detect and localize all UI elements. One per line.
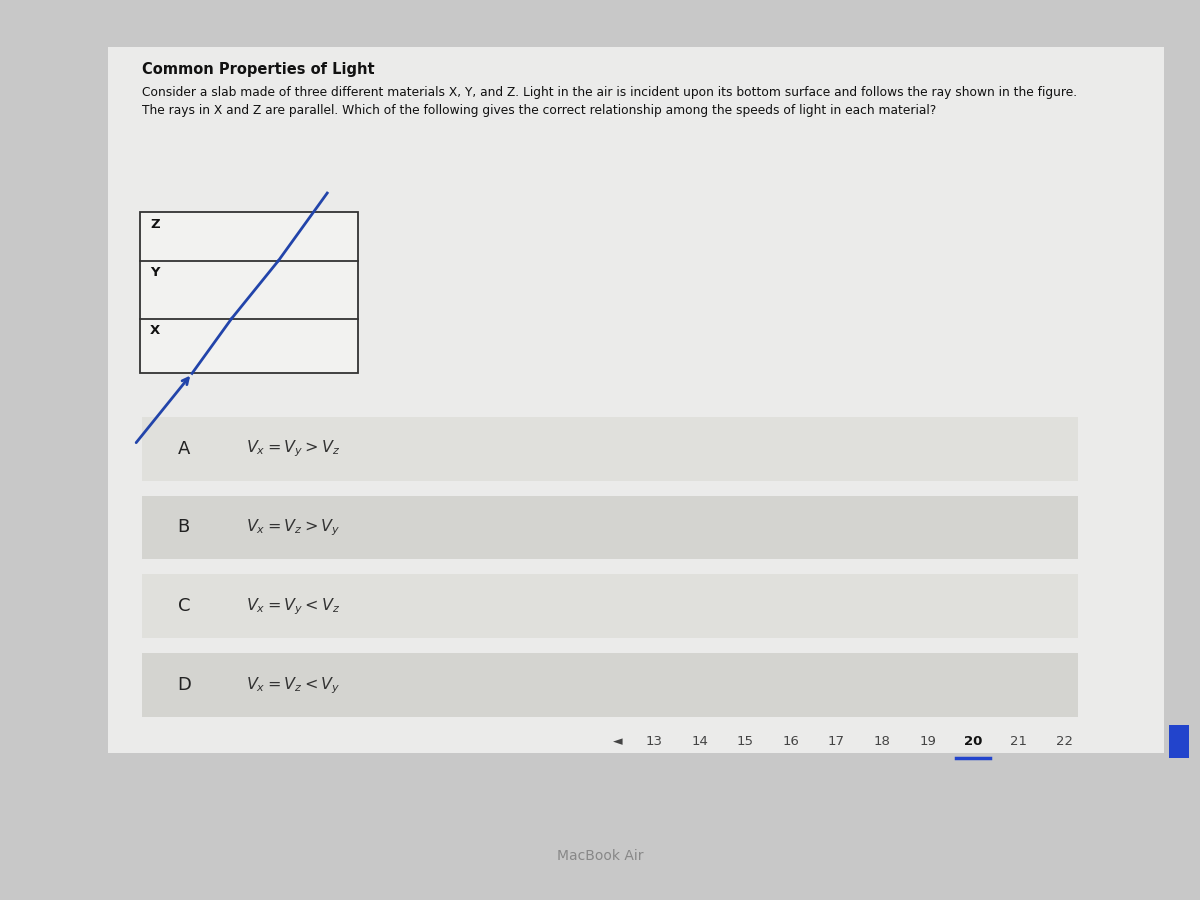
Text: $V_x = V_y > V_z$: $V_x = V_y > V_z$ [246, 438, 341, 459]
Text: D: D [178, 676, 192, 694]
Text: X: X [150, 324, 161, 337]
Text: $V_x = V_y < V_z$: $V_x = V_y < V_z$ [246, 596, 341, 617]
Text: ◄: ◄ [613, 735, 623, 748]
Text: 21: 21 [1010, 735, 1027, 748]
Bar [1169, 725, 1189, 758]
Text: C: C [178, 598, 190, 616]
Bar [108, 47, 1164, 753]
Text: 13: 13 [646, 735, 662, 748]
Text: MacBook Air: MacBook Air [557, 849, 643, 862]
Text: Consider a slab made of three different materials X, Y, and Z. Light in the air : Consider a slab made of three different … [142, 86, 1076, 99]
Text: Common Properties of Light: Common Properties of Light [142, 61, 374, 76]
Text: Z: Z [150, 218, 160, 231]
Text: 20: 20 [964, 735, 983, 748]
Bar [142, 574, 1078, 638]
Text: A: A [178, 439, 190, 457]
Bar [142, 496, 1078, 560]
Text: $V_x = V_z > V_y$: $V_x = V_z > V_y$ [246, 518, 341, 538]
Text: 18: 18 [874, 735, 890, 748]
Text: Y: Y [150, 266, 160, 279]
Text: The rays in X and Z are parallel. Which of the following gives the correct relat: The rays in X and Z are parallel. Which … [142, 104, 936, 117]
Text: 14: 14 [691, 735, 708, 748]
Text: 16: 16 [782, 735, 799, 748]
Bar [142, 417, 1078, 481]
Text: 19: 19 [919, 735, 936, 748]
Text: 22: 22 [1056, 735, 1073, 748]
Text: $V_x = V_z < V_y$: $V_x = V_z < V_y$ [246, 675, 341, 696]
Bar [140, 212, 358, 374]
Text: 17: 17 [828, 735, 845, 748]
Text: 15: 15 [737, 735, 754, 748]
Bar [142, 653, 1078, 717]
Text: B: B [178, 518, 190, 536]
